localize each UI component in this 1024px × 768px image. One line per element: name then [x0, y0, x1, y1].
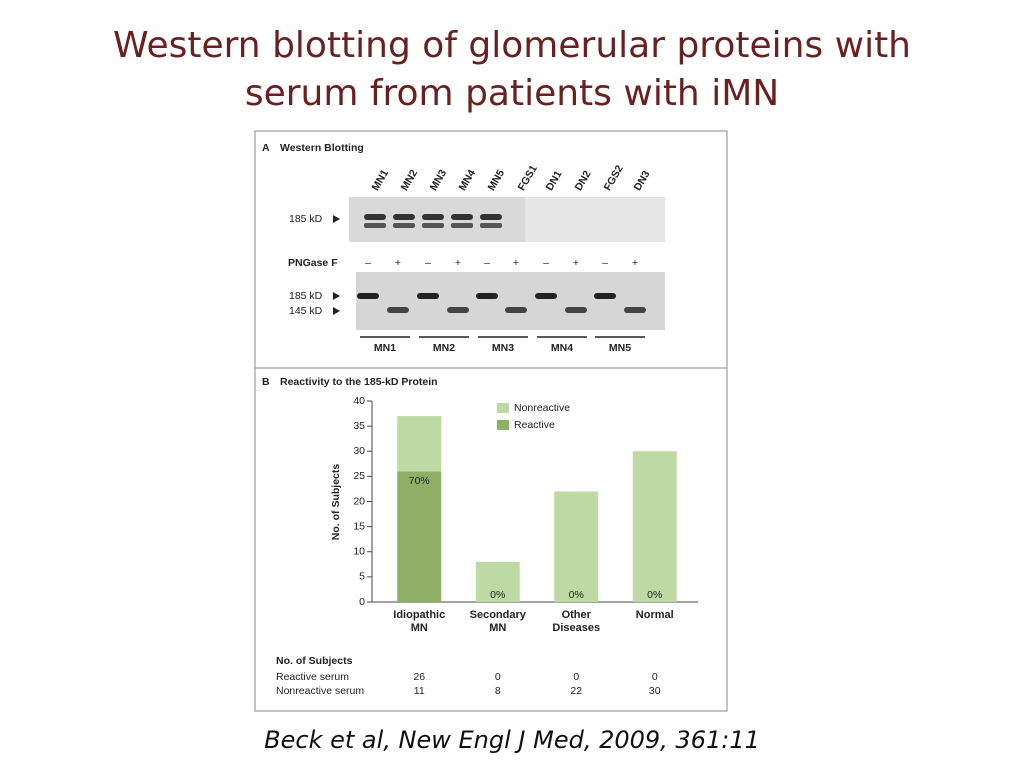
table-cell: 0 [652, 671, 658, 683]
sign: – [602, 257, 608, 269]
band [480, 223, 502, 228]
y-tick-label: 25 [353, 470, 365, 482]
x-tick-label: Idiopathic MN [393, 609, 446, 634]
panel-letter: A [262, 142, 270, 154]
annotation: 70% [409, 475, 430, 487]
band [364, 214, 386, 220]
sign: + [632, 257, 638, 269]
group-label: MN4 [551, 342, 573, 354]
sign: – [543, 257, 549, 269]
band [387, 307, 409, 313]
legend-label: Reactive [514, 419, 555, 431]
slide-title: Western blotting of glomerular proteins … [112, 25, 911, 114]
table-row-label: Nonreactive serum [276, 685, 364, 697]
band [624, 307, 646, 313]
bar [397, 471, 442, 602]
table-cell: 0 [573, 671, 579, 683]
panel-letter: B [262, 376, 270, 388]
bar [554, 491, 599, 602]
bar [397, 416, 442, 472]
table-title: No. of Subjects [276, 655, 353, 667]
group-label: MN5 [609, 342, 631, 354]
table-cell: 11 [414, 685, 425, 697]
band [565, 307, 587, 313]
y-tick-label: 35 [353, 420, 365, 432]
panel-title: Western Blotting [280, 142, 364, 154]
blot [356, 272, 665, 330]
annotation: 0% [490, 589, 505, 601]
annotation: 0% [647, 589, 662, 601]
table-cell: 26 [413, 671, 425, 683]
legend-swatch [497, 420, 509, 430]
band [476, 293, 498, 299]
band [364, 223, 386, 228]
y-tick-label: 30 [353, 445, 365, 457]
annotation: 0% [569, 589, 584, 601]
y-tick-label: 10 [353, 546, 365, 558]
sign: – [365, 257, 371, 269]
table-cell: 8 [495, 685, 501, 697]
legend-swatch [497, 403, 509, 413]
sign: – [425, 257, 431, 269]
band [417, 293, 439, 299]
marker-label: 145 kD [289, 305, 323, 317]
table-cell: 22 [570, 685, 582, 697]
chart-title: Reactivity to the 185-kD Protein [280, 376, 438, 388]
band [422, 223, 444, 228]
sign: – [484, 257, 490, 269]
citation: Beck et al, New Engl J Med, 2009, 361:11 [264, 726, 760, 754]
y-tick-label: 0 [359, 596, 365, 608]
band [505, 307, 527, 313]
y-axis-label: No. of Subjects [330, 464, 342, 541]
x-tick-label: Normal [635, 609, 674, 621]
x-tick-label: Other Diseases [552, 609, 601, 634]
y-tick-label: 15 [353, 520, 365, 532]
arrowhead [333, 292, 340, 300]
sign: + [455, 257, 461, 269]
band [451, 214, 473, 220]
marker-label: 185 kD [289, 213, 323, 225]
band [535, 293, 557, 299]
treatment-label: PNGase F [288, 257, 338, 269]
band [480, 214, 502, 220]
bar [475, 561, 520, 602]
y-tick-label: 40 [353, 395, 365, 407]
y-tick-label: 5 [359, 571, 365, 583]
table-row-label: Reactive serum [276, 671, 349, 683]
table-cell: 0 [495, 671, 501, 683]
blot-light [525, 197, 665, 242]
legend-label: Nonreactive [514, 402, 570, 414]
bar [632, 451, 677, 602]
sign: + [395, 257, 401, 269]
band [422, 214, 444, 220]
x-tick-label: Secondary MN [469, 609, 526, 634]
group-label: MN2 [433, 342, 455, 354]
band [594, 293, 616, 299]
band [393, 223, 415, 228]
band [393, 214, 415, 220]
marker-label: 185 kD [289, 290, 323, 302]
group-label: MN3 [492, 342, 514, 354]
arrowhead [333, 215, 340, 223]
arrowhead [333, 307, 340, 315]
sign: + [513, 257, 519, 269]
band [451, 223, 473, 228]
sign: + [573, 257, 579, 269]
group-label: MN1 [374, 342, 396, 354]
band [357, 293, 379, 299]
y-tick-label: 20 [353, 495, 365, 507]
band [447, 307, 469, 313]
table-cell: 30 [649, 685, 661, 697]
